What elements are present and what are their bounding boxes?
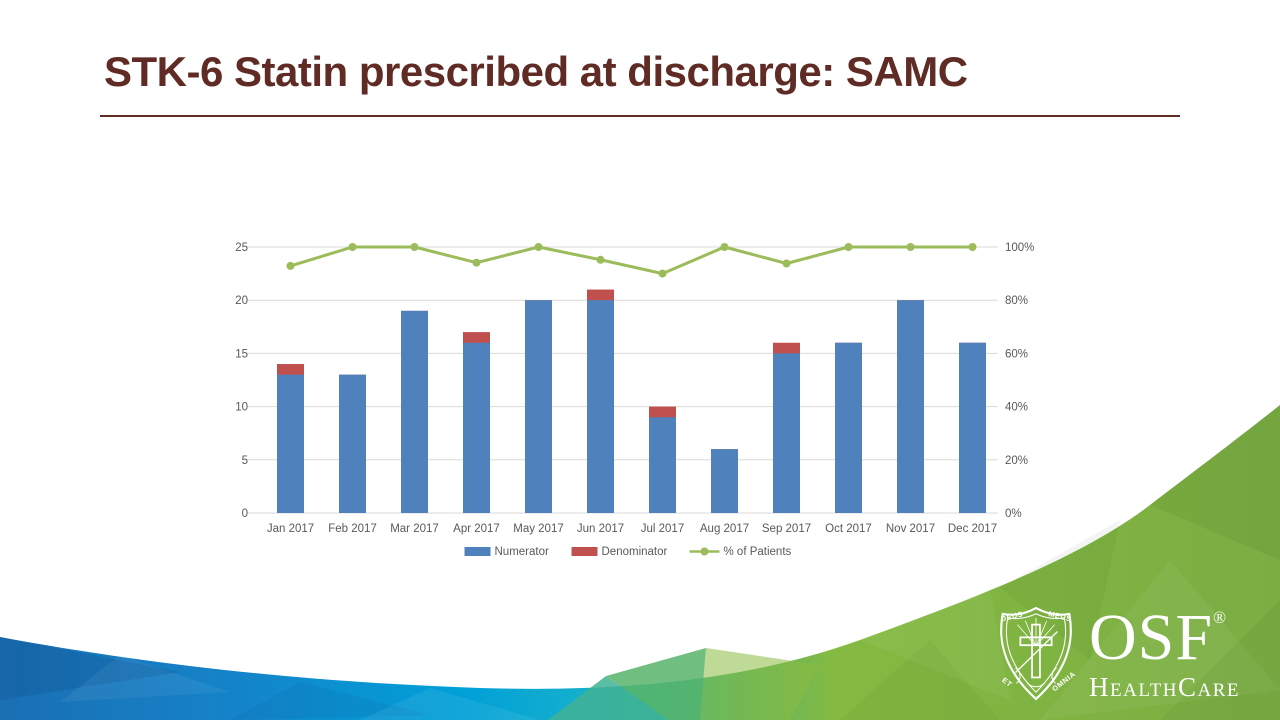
logo-healthcare-text: HealthCare — [1089, 672, 1241, 702]
pct-line — [290, 245, 973, 276]
legend-label: Numerator — [495, 546, 549, 558]
logo-org-text: OSF — [1089, 601, 1214, 674]
legend-item: Denominator — [571, 546, 668, 558]
osf-crest-icon: DEUS MEUS ET OMNIA — [1000, 606, 1077, 701]
bar-numerator — [401, 310, 428, 513]
left-axis-tick: 25 — [235, 242, 248, 254]
bar-numerator — [773, 353, 800, 513]
bar-numerator — [525, 300, 552, 513]
registered-mark: ® — [1213, 608, 1227, 627]
legend-swatch — [464, 547, 491, 556]
pct-line-marker — [844, 243, 853, 251]
bar-numerator — [959, 342, 986, 513]
pct-line-marker — [534, 243, 543, 251]
pct-line-marker — [720, 243, 729, 251]
x-axis-label: Dec 2017 — [948, 523, 997, 535]
osf-healthcare-logo: DEUS MEUS ET OMNIA OSF ® HealthCare — [992, 600, 1240, 706]
bar-numerator — [835, 342, 862, 513]
right-axis-tick: 60% — [1005, 348, 1028, 360]
logo-wordmark: OSF ® — [1089, 605, 1240, 671]
crest-motto-et: ET — [1000, 676, 1014, 690]
x-axis-label: May 2017 — [513, 523, 564, 535]
crest-motto-deus: DEUS — [1000, 609, 1024, 623]
legend-item: % of Patients — [689, 546, 792, 558]
right-axis-tick: 20% — [1005, 455, 1028, 467]
pct-line-marker — [596, 255, 605, 264]
bar-numerator — [463, 342, 490, 513]
x-axis-label: Nov 2017 — [886, 523, 935, 535]
x-axis-label: Feb 2017 — [328, 523, 377, 535]
bar-numerator — [587, 300, 614, 513]
crest-motto-meus: MEUS — [1048, 609, 1073, 623]
bar-numerator — [711, 449, 738, 513]
x-axis-label: Mar 2017 — [390, 523, 439, 535]
x-axis-label: Jan 2017 — [267, 523, 314, 535]
pct-line-marker — [472, 258, 481, 267]
left-axis-tick: 20 — [235, 295, 248, 307]
left-axis-tick: 5 — [242, 455, 248, 467]
legend-label: Denominator — [602, 546, 668, 558]
x-axis-label: Jul 2017 — [641, 523, 684, 535]
right-axis-tick: 40% — [1005, 402, 1028, 414]
legend-item: Numerator — [464, 546, 549, 558]
pct-line-marker — [286, 261, 295, 270]
pct-line-marker — [348, 243, 357, 251]
left-axis-tick: 0 — [242, 508, 248, 520]
legend-line-marker — [700, 547, 709, 556]
bar-numerator — [897, 300, 924, 513]
right-axis-tick: 80% — [1005, 295, 1028, 307]
bar-numerator — [277, 374, 304, 513]
bar-numerator — [339, 374, 366, 513]
legend-swatch — [571, 547, 598, 556]
crest-motto-omnia: OMNIA — [1050, 669, 1077, 693]
pct-line-marker — [906, 243, 915, 251]
x-axis-label: Jun 2017 — [577, 523, 624, 535]
title-underline — [100, 115, 1180, 117]
x-axis-label: Aug 2017 — [700, 523, 749, 535]
right-axis-tick: 0% — [1005, 508, 1022, 520]
x-axis-label: Apr 2017 — [453, 523, 500, 535]
x-axis-label: Sep 2017 — [762, 523, 811, 535]
x-axis-label: Oct 2017 — [825, 523, 872, 535]
pct-line-marker — [782, 259, 791, 268]
right-axis-tick: 100% — [1005, 242, 1034, 254]
slide-title: STK-6 Statin prescribed at discharge: SA… — [104, 48, 968, 95]
legend-label: % of Patients — [724, 546, 792, 558]
pct-line-marker — [410, 243, 419, 251]
stk6-combo-chart: 0 0% 5 20% 10 40% 15 60% 20 80% 25 100% Jan 2017 Feb … — [235, 242, 1034, 558]
left-axis-tick: 15 — [235, 348, 248, 360]
pct-line-marker — [968, 243, 977, 251]
left-axis-tick: 10 — [235, 402, 248, 414]
bar-numerator — [649, 417, 676, 513]
pct-line-marker — [658, 269, 667, 278]
